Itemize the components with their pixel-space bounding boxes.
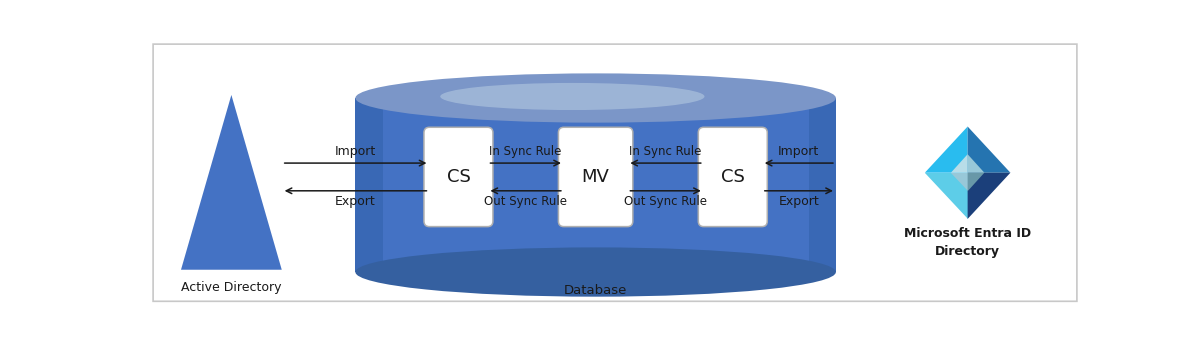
Text: Microsoft Entra ID: Microsoft Entra ID <box>904 227 1031 240</box>
Text: CS: CS <box>446 168 470 186</box>
Bar <box>809 98 836 272</box>
Text: Directory: Directory <box>935 245 1000 258</box>
Text: CS: CS <box>721 168 745 186</box>
Polygon shape <box>967 173 1010 219</box>
Text: In Sync Rule: In Sync Rule <box>629 145 702 158</box>
Text: Export: Export <box>779 195 820 208</box>
Text: Export: Export <box>335 195 376 208</box>
Text: Database: Database <box>564 284 628 297</box>
Text: MV: MV <box>582 168 610 186</box>
Text: Out Sync Rule: Out Sync Rule <box>624 195 707 208</box>
FancyBboxPatch shape <box>558 127 632 227</box>
Polygon shape <box>925 127 967 173</box>
Text: Import: Import <box>779 145 820 158</box>
FancyBboxPatch shape <box>698 127 767 227</box>
Text: In Sync Rule: In Sync Rule <box>490 145 562 158</box>
FancyBboxPatch shape <box>154 44 1076 301</box>
Text: Out Sync Rule: Out Sync Rule <box>484 195 568 208</box>
Ellipse shape <box>440 83 704 110</box>
Polygon shape <box>967 127 1010 173</box>
Text: Active Directory: Active Directory <box>181 281 282 294</box>
Bar <box>355 98 836 272</box>
FancyBboxPatch shape <box>424 127 493 227</box>
Ellipse shape <box>355 74 836 123</box>
Polygon shape <box>950 173 967 191</box>
Polygon shape <box>967 154 984 173</box>
Ellipse shape <box>355 247 836 297</box>
Polygon shape <box>950 154 967 173</box>
Text: Import: Import <box>335 145 376 158</box>
Polygon shape <box>967 173 984 191</box>
Polygon shape <box>925 173 967 219</box>
Bar <box>355 98 383 272</box>
Polygon shape <box>181 95 282 270</box>
